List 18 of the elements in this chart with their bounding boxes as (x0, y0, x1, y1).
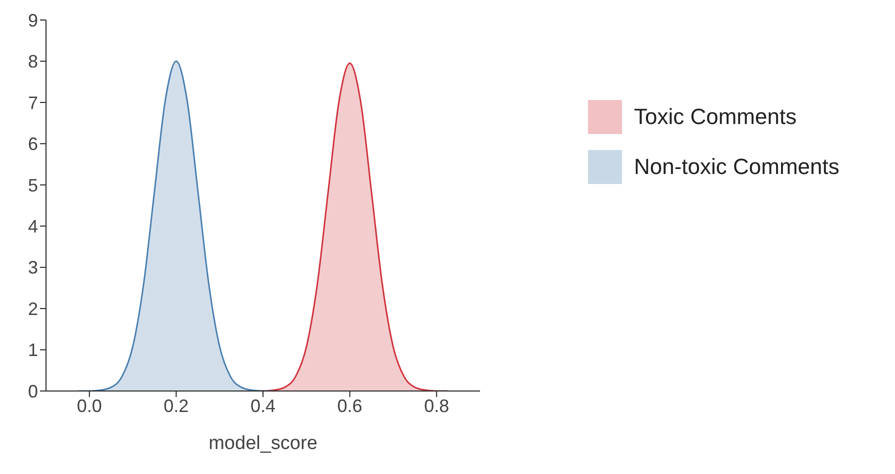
y-tick-label: 8 (28, 52, 38, 72)
y-tick-label: 9 (28, 10, 38, 30)
x-tick-label: 0.6 (337, 396, 362, 416)
x-tick-label: 0.8 (424, 396, 450, 416)
y-tick-label: 2 (28, 298, 38, 319)
y-tick-label: 4 (28, 216, 38, 236)
y-tick-label: 0 (28, 381, 38, 402)
x-tick-label: 0.0 (76, 396, 102, 416)
y-tick-label: 5 (28, 175, 38, 196)
x-tick-label: 0.2 (164, 396, 189, 416)
x-tick-label: 0.4 (250, 396, 276, 416)
legend-label: Toxic Comments (634, 104, 797, 130)
y-tick-label: 3 (28, 258, 38, 278)
y-tick-label: 7 (28, 92, 38, 113)
legend-label: Non-toxic Comments (634, 154, 840, 180)
y-tick-label: 6 (28, 134, 38, 154)
y-tick-label: 1 (28, 340, 38, 360)
x-axis-title: model_score (208, 433, 318, 454)
